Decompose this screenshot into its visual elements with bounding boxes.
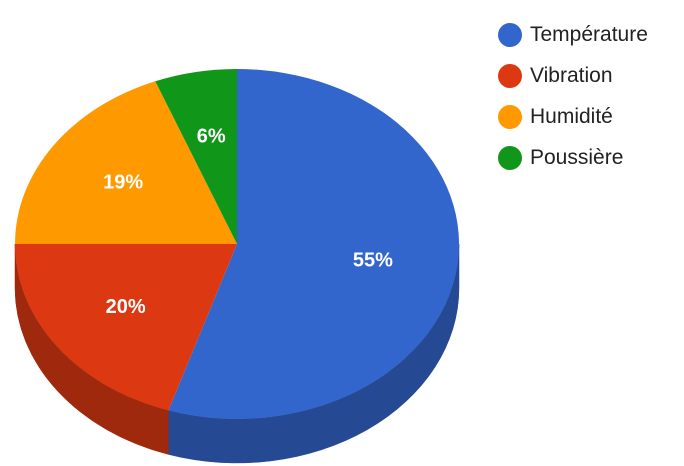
data-label-humidite: 19% [103, 171, 143, 193]
legend: Température Vibration Humidité Poussière [498, 14, 648, 178]
legend-label: Vibration [530, 63, 613, 87]
pie-labels: 55% 20% 19% 6% [103, 126, 393, 318]
data-label-temperature: 55% [353, 249, 393, 271]
legend-swatch-icon [498, 104, 522, 129]
slice-temperature[interactable] [168, 69, 460, 419]
legend-item-poussiere[interactable]: Poussière [498, 137, 648, 178]
legend-swatch-icon [498, 22, 522, 47]
legend-item-humidite[interactable]: Humidité [498, 96, 648, 137]
pie-slices [15, 69, 460, 419]
legend-item-vibration[interactable]: Vibration [498, 55, 648, 96]
legend-item-temperature[interactable]: Température [498, 14, 648, 55]
legend-label: Température [530, 22, 648, 46]
slice-humidite[interactable] [15, 81, 237, 244]
legend-swatch-icon [498, 63, 522, 88]
data-label-vibration: 20% [106, 296, 146, 318]
slice-poussiere[interactable] [155, 69, 237, 244]
legend-label: Poussière [530, 145, 624, 169]
slice-vibration[interactable] [15, 244, 237, 411]
data-label-poussiere: 6% [197, 126, 226, 148]
legend-swatch-icon [498, 145, 522, 170]
legend-label: Humidité [530, 104, 613, 128]
